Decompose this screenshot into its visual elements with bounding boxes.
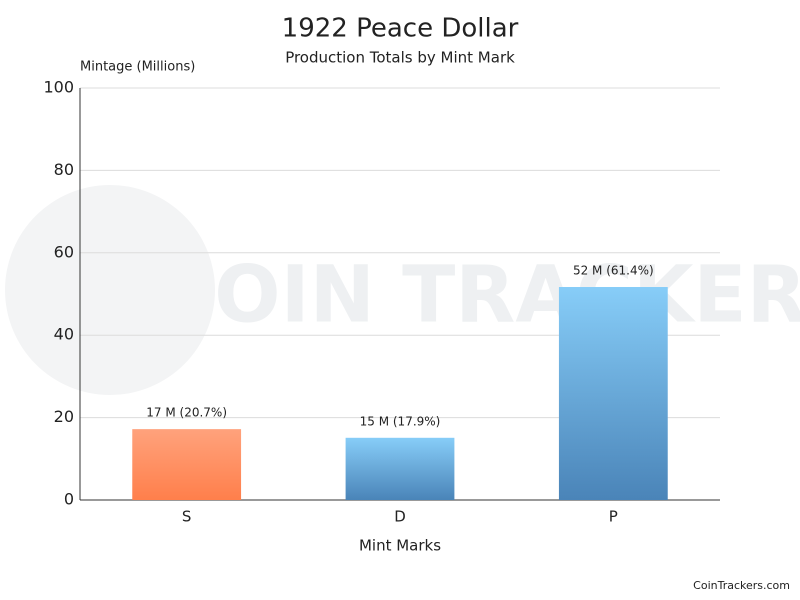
- y-tick-label: 40: [54, 325, 74, 344]
- y-axis-title: Mintage (Millions): [80, 60, 195, 75]
- x-axis-title: Mint Marks: [359, 537, 441, 555]
- chart-title: 1922 Peace Dollar: [282, 14, 519, 44]
- y-tick-label: 0: [64, 490, 74, 509]
- data-label: 17 M (20.7%): [146, 406, 227, 420]
- x-tick-label: S: [182, 508, 192, 526]
- chart-subtitle: Production Totals by Mint Mark: [285, 49, 515, 67]
- watermark: COIN TRACKERS: [157, 250, 800, 340]
- bar: [132, 429, 241, 500]
- y-tick-label: 60: [54, 242, 74, 261]
- bar: [559, 287, 668, 500]
- x-tick-label: D: [394, 508, 406, 526]
- watermark-logo: [5, 185, 215, 395]
- y-tick-label: 20: [54, 407, 74, 426]
- data-label: 52 M (61.4%): [573, 263, 654, 277]
- y-tick-label: 80: [54, 160, 74, 179]
- footer: CoinTrackers.com: [693, 579, 790, 592]
- data-label: 15 M (17.9%): [360, 414, 441, 428]
- y-tick-label: 100: [43, 78, 74, 97]
- bar: [346, 438, 455, 500]
- x-tick-label: P: [609, 508, 618, 526]
